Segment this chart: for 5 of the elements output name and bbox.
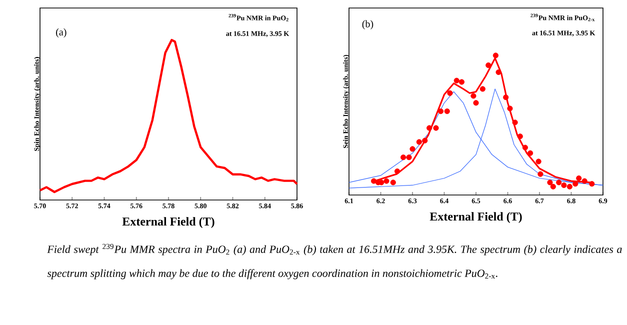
x-axis-title: External Field (T) — [430, 212, 522, 224]
text: Field swept $^{239}$Pu MMR spectra in PuO$_{2}$ (a) and PuO$_{2-x}$ (b) taken at 16.51MHz and 3.95K. The spectrum (b) clearly indicates a spectrum splitting which may be due to the different oxygen coordination in nonstoichiometric PuO$_{2-x}$. — [47, 244, 622, 280]
text: (b) — [362, 20, 374, 30]
x-axis-title: External Field (T) — [122, 217, 214, 228]
text: (a) — [56, 28, 66, 38]
